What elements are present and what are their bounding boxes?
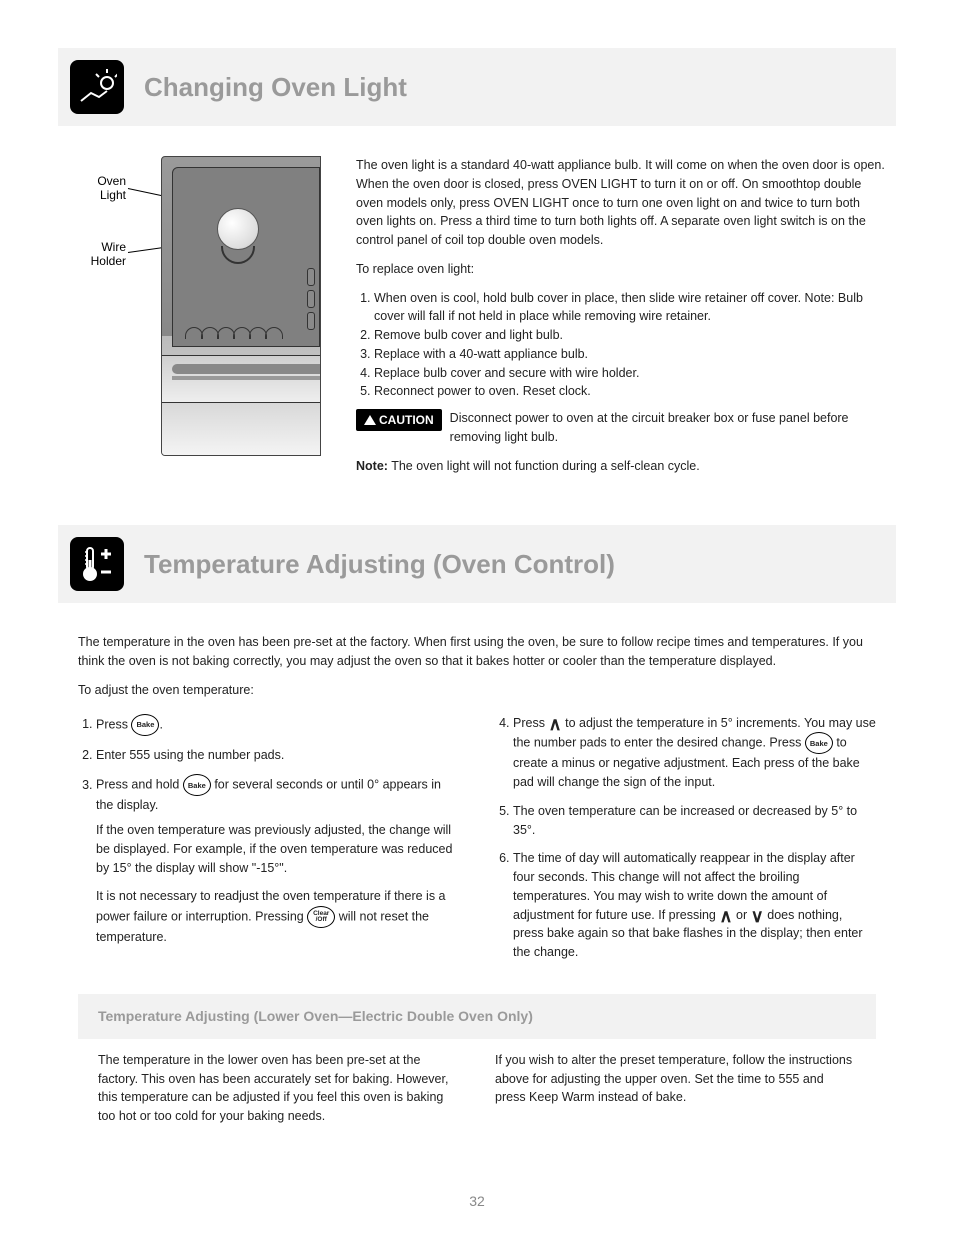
caution-text: Disconnect power to oven at the circuit … (450, 409, 888, 447)
page-number: 32 (0, 1193, 954, 1209)
section2-title: Temperature Adjusting (Oven Control) (144, 549, 615, 580)
thermometer-plus-minus-icon (70, 537, 124, 591)
adjust-step: Press Bake. (96, 714, 459, 736)
replace-step: Reconnect power to oven. Reset clock. (374, 382, 888, 401)
caution-badge: CAUTION (356, 409, 442, 431)
sub-right: If you wish to alter the preset temperat… (495, 1051, 856, 1126)
subsection-banner: Temperature Adjusting (Lower Oven—Electr… (78, 994, 876, 1039)
section2-body: The temperature in the oven has been pre… (58, 633, 896, 1126)
adjust-step: Enter 555 using the number pads. (96, 746, 459, 765)
page: Changing Oven Light Oven Light Wire Hold… (0, 0, 954, 1126)
section1-body: Oven Light Wire Holder (58, 156, 896, 485)
replace-step: Replace with a 40-watt appliance bulb. (374, 345, 888, 364)
subsection-body: The temperature in the lower oven has be… (78, 1039, 876, 1126)
fig-label-wire: Wire Holder (66, 240, 126, 268)
subsection-title: Temperature Adjusting (Lower Oven—Electr… (98, 1008, 533, 1024)
sub-left: The temperature in the lower oven has be… (98, 1051, 459, 1126)
to-replace-heading: To replace oven light: (356, 260, 888, 279)
fig-label-light: Oven Light (66, 174, 126, 202)
adjust-step: The oven temperature can be increased or… (513, 802, 876, 840)
note-label: Note: (356, 459, 388, 473)
bake-button-icon: Bake (183, 774, 211, 796)
section1-p1: The oven light is a standard 40-watt app… (356, 156, 888, 250)
caution-row: CAUTION Disconnect power to oven at the … (356, 409, 888, 447)
bake-button-icon: Bake (131, 714, 159, 736)
bake-button-icon: Bake (805, 732, 833, 754)
note-text: The oven light will not function during … (388, 459, 700, 473)
section2-intro: The temperature in the oven has been pre… (78, 633, 876, 671)
section1-banner: Changing Oven Light (58, 48, 896, 126)
replace-step: Remove bulb cover and light bulb. (374, 326, 888, 345)
warning-triangle-icon (364, 415, 376, 425)
oven-figure: Oven Light Wire Holder (66, 156, 326, 485)
section1-title: Changing Oven Light (144, 72, 407, 103)
adjust-step: The time of day will automatically reapp… (513, 849, 876, 962)
section2-banner: Temperature Adjusting (Oven Control) (58, 525, 896, 603)
to-adjust-heading: To adjust the oven temperature: (78, 681, 876, 700)
note-row: Note: The oven light will not function d… (356, 457, 888, 476)
right-col: Press ∧ to adjust the temperature in 5° … (495, 714, 876, 972)
adjust-extra: It is not necessary to readjust the oven… (96, 887, 459, 947)
adjust-step-note: If the oven temperature was previously a… (96, 821, 459, 877)
bulb-graphic (217, 208, 259, 250)
clear-off-button-icon: Clear/Off (307, 906, 335, 928)
wire-holder-graphic (221, 246, 255, 264)
replace-step: Replace bulb cover and secure with wire … (374, 364, 888, 383)
adjust-step: Press ∧ to adjust the temperature in 5° … (513, 714, 876, 792)
adjust-step: Press and hold Bake for several seconds … (96, 774, 459, 877)
light-bulb-hand-icon (70, 60, 124, 114)
caution-label: CAUTION (379, 411, 434, 429)
left-col: Press Bake. Enter 555 using the number p… (78, 714, 459, 972)
section1-text: The oven light is a standard 40-watt app… (356, 156, 888, 485)
replace-step: When oven is cool, hold bulb cover in pl… (374, 289, 888, 327)
